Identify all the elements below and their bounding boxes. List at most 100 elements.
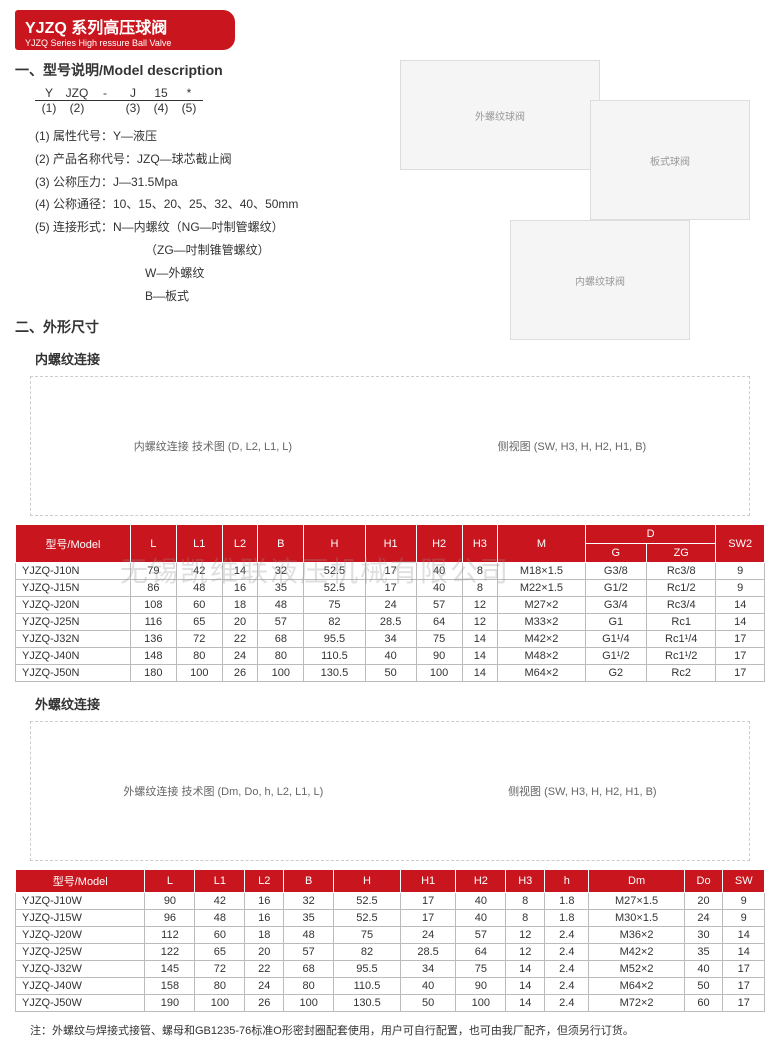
- table-cell: M42×2: [589, 944, 684, 961]
- table-cell: 79: [130, 563, 176, 580]
- table-row: YJZQ-J25N1166520578228.56412M33×2G1Rc114: [16, 614, 765, 631]
- code-part: *: [175, 86, 203, 101]
- table-cell: 48: [258, 597, 304, 614]
- table-cell: 35: [684, 944, 723, 961]
- table-cell: 17: [723, 995, 765, 1012]
- table-cell: 52.5: [304, 580, 365, 597]
- col-header: L1: [195, 870, 245, 893]
- table-cell: M30×1.5: [589, 910, 684, 927]
- diagram-internal-thread: 内螺纹连接 技术图 (D, L2, L1, L) 侧视图 (SW, H3, H,…: [30, 376, 750, 516]
- table-cell: YJZQ-J10N: [16, 563, 131, 580]
- table-cell: 14: [462, 648, 498, 665]
- header-en: YJZQ Series High ressure Ball Valve: [25, 38, 225, 48]
- table-cell: 42: [195, 893, 245, 910]
- table-cell: 112: [145, 927, 195, 944]
- table-cell: 34: [400, 961, 456, 978]
- table-cell: 80: [284, 978, 334, 995]
- table-cell: 18: [222, 597, 258, 614]
- table-cell: G1/2: [585, 580, 646, 597]
- table-cell: 52.5: [304, 563, 365, 580]
- table-cell: 14: [716, 597, 765, 614]
- table-cell: Rc2: [646, 665, 715, 682]
- col-header: M: [498, 525, 585, 563]
- table-cell: 52.5: [334, 910, 401, 927]
- code-part: J: [119, 86, 147, 101]
- code-index: (2): [63, 101, 91, 115]
- table-cell: 8: [462, 580, 498, 597]
- table-cell: 57: [416, 597, 462, 614]
- table-cell: 116: [130, 614, 176, 631]
- table-cell: 96: [145, 910, 195, 927]
- table-row: YJZQ-J40W158802480110.54090142.4M64×2501…: [16, 978, 765, 995]
- table-cell: 48: [176, 580, 222, 597]
- table-cell: YJZQ-J32N: [16, 631, 131, 648]
- spec-table-external: 型号/ModelLL1L2BHH1H2H3hDmDoSWYJZQ-J10W904…: [15, 869, 765, 1012]
- table-cell: 158: [145, 978, 195, 995]
- table-cell: YJZQ-J10W: [16, 893, 145, 910]
- table-cell: 14: [462, 665, 498, 682]
- table-cell: 2.4: [545, 944, 589, 961]
- col-header: Do: [684, 870, 723, 893]
- table-cell: 100: [195, 995, 245, 1012]
- table-cell: YJZQ-J25N: [16, 614, 131, 631]
- table-cell: Rc1/2: [646, 580, 715, 597]
- table-cell: 64: [416, 614, 462, 631]
- table-cell: 9: [716, 563, 765, 580]
- col-header-d: D: [585, 525, 716, 544]
- table-cell: 72: [195, 961, 245, 978]
- table-cell: 14: [723, 944, 765, 961]
- table-cell: 20: [222, 614, 258, 631]
- table-cell: 40: [365, 648, 416, 665]
- table-cell: 100: [258, 665, 304, 682]
- table-cell: 108: [130, 597, 176, 614]
- table-cell: 17: [365, 563, 416, 580]
- table-cell: YJZQ-J15N: [16, 580, 131, 597]
- table-cell: 122: [145, 944, 195, 961]
- col-header: 型号/Model: [16, 870, 145, 893]
- table-cell: 100: [416, 665, 462, 682]
- table-cell: 9: [723, 910, 765, 927]
- diagram-front-label: 内螺纹连接 技术图 (D, L2, L1, L): [134, 438, 292, 454]
- table-cell: 136: [130, 631, 176, 648]
- code-index: (4): [147, 101, 175, 115]
- table-cell: 17: [400, 910, 456, 927]
- table-cell: 65: [195, 944, 245, 961]
- col-header: H1: [365, 525, 416, 563]
- table-cell: M27×1.5: [589, 893, 684, 910]
- table-cell: M48×2: [498, 648, 585, 665]
- table-cell: 17: [716, 665, 765, 682]
- col-header: SW2: [716, 525, 765, 563]
- table-cell: 14: [506, 978, 545, 995]
- table-cell: YJZQ-J40W: [16, 978, 145, 995]
- table-cell: 42: [176, 563, 222, 580]
- table-cell: 32: [284, 893, 334, 910]
- product-photos: 外螺纹球阀 板式球阀 内螺纹球阀: [370, 60, 750, 340]
- table-cell: 130.5: [304, 665, 365, 682]
- table-cell: 22: [245, 961, 284, 978]
- table-cell: 17: [723, 961, 765, 978]
- table-cell: YJZQ-J15W: [16, 910, 145, 927]
- table-cell: 57: [258, 614, 304, 631]
- table-cell: Rc1: [646, 614, 715, 631]
- table-cell: M42×2: [498, 631, 585, 648]
- table-cell: YJZQ-J40N: [16, 648, 131, 665]
- table-cell: 1.8: [545, 910, 589, 927]
- table-cell: 40: [684, 961, 723, 978]
- table-row: YJZQ-J50W19010026100130.550100142.4M72×2…: [16, 995, 765, 1012]
- col-header: 型号/Model: [16, 525, 131, 563]
- table-row: YJZQ-J32N13672226895.5347514M42×2G1¹/4Rc…: [16, 631, 765, 648]
- valve-photo-1: 外螺纹球阀: [400, 60, 600, 170]
- table-cell: 86: [130, 580, 176, 597]
- table-cell: 60: [176, 597, 222, 614]
- table-cell: 50: [365, 665, 416, 682]
- code-part: JZQ: [63, 86, 91, 101]
- code-part: Y: [35, 86, 63, 101]
- table-cell: 28.5: [365, 614, 416, 631]
- table-cell: 68: [258, 631, 304, 648]
- footnote-text: 注：外螺纹与焊接式接管、螺母和GB1235-76标准O形密封圈配套使用，用户可自…: [30, 1022, 750, 1038]
- table-cell: 26: [245, 995, 284, 1012]
- code-part: 15: [147, 86, 175, 101]
- table-cell: 24: [245, 978, 284, 995]
- table-cell: 18: [245, 927, 284, 944]
- col-header: H3: [462, 525, 498, 563]
